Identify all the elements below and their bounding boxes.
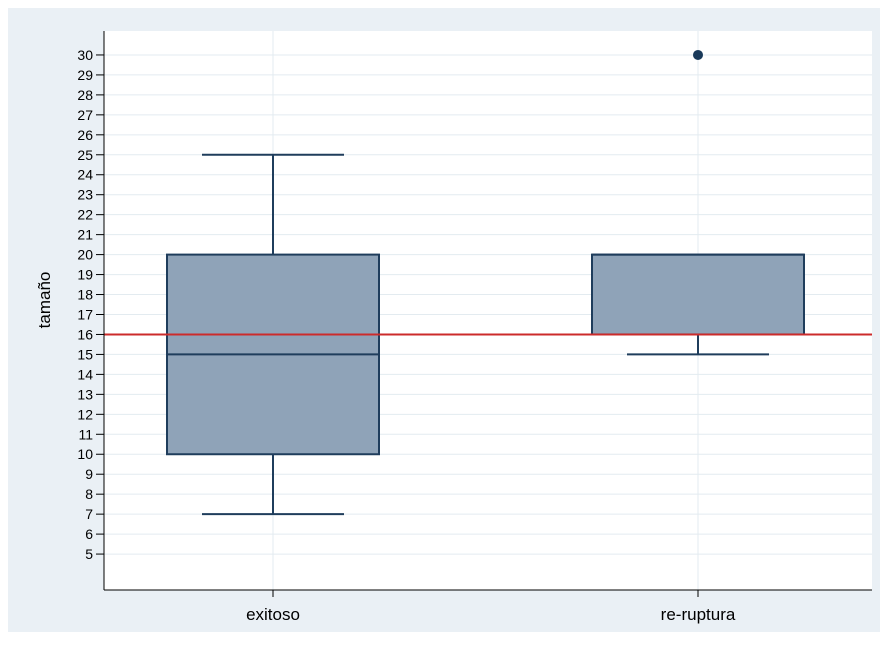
y-axis-label: tamaño [35, 272, 54, 329]
y-ticks: 5 6 7 8 9 10 11 12 13 14 15 16 17 18 19 20 21 22 23 24 25 26 2… [77, 47, 104, 562]
y-tick-label: 27 [77, 107, 93, 123]
x-tick-label: exitoso [246, 605, 300, 624]
y-tick-label: 24 [77, 167, 93, 183]
y-tick-label: 9 [85, 466, 93, 482]
y-tick-label: 13 [77, 386, 93, 402]
y-tick-label: 8 [85, 486, 93, 502]
y-tick-label: 28 [77, 87, 93, 103]
y-tick-label: 15 [77, 346, 93, 362]
outlier-point [693, 49, 703, 60]
y-tick-label: 22 [77, 207, 93, 223]
y-tick-label: 17 [77, 306, 93, 322]
boxes [166, 49, 805, 516]
y-tick-label: 19 [77, 267, 93, 283]
x-tick-label: re-ruptura [661, 605, 736, 624]
y-tick-label: 23 [77, 187, 93, 203]
y-tick-label: 20 [77, 247, 93, 263]
x-ticks: exitoso re-ruptura [246, 590, 736, 624]
y-tick-label: 16 [77, 326, 93, 342]
y-tick-label: 7 [85, 506, 93, 522]
box-re-ruptura [591, 49, 805, 356]
y-tick-label: 21 [77, 227, 93, 243]
box-iqr [591, 253, 805, 336]
y-tick-label: 10 [77, 446, 93, 462]
y-tick-label: 18 [77, 287, 93, 303]
y-tick-label: 5 [85, 546, 93, 562]
y-tick-label: 25 [77, 147, 93, 163]
y-tick-label: 12 [77, 406, 93, 422]
box-exitoso [166, 153, 380, 516]
y-tick-label: 26 [77, 127, 93, 143]
y-tick-label: 30 [77, 47, 93, 63]
y-tick-label: 11 [78, 426, 93, 442]
y-tick-label: 6 [85, 526, 93, 542]
y-tick-label: 14 [77, 366, 93, 382]
y-tick-label: 29 [77, 67, 93, 83]
